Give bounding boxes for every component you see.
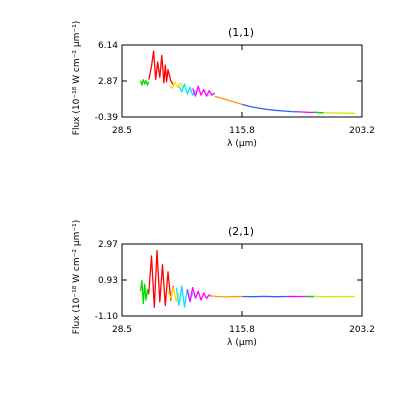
panel-2-xtick-right: 203.2 xyxy=(349,325,375,335)
panel-2-ytick-top: 2.97 xyxy=(98,240,118,250)
panel-2-series-1-line xyxy=(139,279,150,305)
panel-1-plot-frame xyxy=(121,44,363,118)
panel-2-series-group xyxy=(139,249,355,308)
panel-2-ylabel: Flux (10⁻¹⁸ W cm⁻² μm⁻¹) xyxy=(72,220,82,334)
panel-1-series-10-line xyxy=(323,112,355,114)
panel-2-series-4-line xyxy=(175,285,194,308)
panel-1-series-7-line xyxy=(242,103,300,113)
panel-1-ytick-mid: 2.87 xyxy=(98,77,118,87)
panel-2-ytick-mid: 0.93 xyxy=(98,276,118,286)
panel-1-xtick-mid: 115.8 xyxy=(229,126,255,136)
panel-1-xlabel: λ (μm) xyxy=(227,139,257,149)
panel-1-series-4-line xyxy=(178,83,197,96)
panel-1-xtick-left: 28.5 xyxy=(112,126,132,136)
panel-2-series-2-line xyxy=(148,249,175,308)
panel-1-ylabel: Flux (10⁻¹⁸ W cm⁻² μm⁻¹) xyxy=(72,21,82,135)
panel-1-series-5-line xyxy=(192,85,216,97)
panel-2-series-5-line xyxy=(186,287,213,303)
panel-2-xtick-mid: 115.8 xyxy=(229,325,255,335)
panel-2-xlabel: λ (μm) xyxy=(227,338,257,348)
panel-1-ytick-top: 6.14 xyxy=(98,41,118,51)
panel-2-xtick-left: 28.5 xyxy=(112,325,132,335)
panel-1-series-2-line xyxy=(148,50,175,86)
panel-2-series-3-line xyxy=(167,287,180,303)
panel-2: (2,1) 2.97 0.93 -1.10 28.5 115.8 203.2 λ… xyxy=(72,220,375,348)
panel-1-series-3-line xyxy=(168,81,184,90)
panel-1: (1,1) 6.14 2.87 -0.39 28.5 115.8 203.2 λ… xyxy=(72,21,375,149)
panel-2-ytick-bottom: -1.10 xyxy=(95,312,119,322)
panel-2-series-6-line xyxy=(209,295,243,298)
panel-1-ytick-bottom: -0.39 xyxy=(95,113,119,123)
panel-1-xtick-right: 203.2 xyxy=(349,126,375,136)
panel-1-series-6-line xyxy=(214,95,243,106)
panel-1-series-1-line xyxy=(139,78,150,86)
panel-1-series-group xyxy=(139,50,355,114)
panel-1-series-9-line xyxy=(313,111,325,114)
panel-1-title: (1,1) xyxy=(228,26,254,39)
panel-2-title: (2,1) xyxy=(228,225,254,238)
